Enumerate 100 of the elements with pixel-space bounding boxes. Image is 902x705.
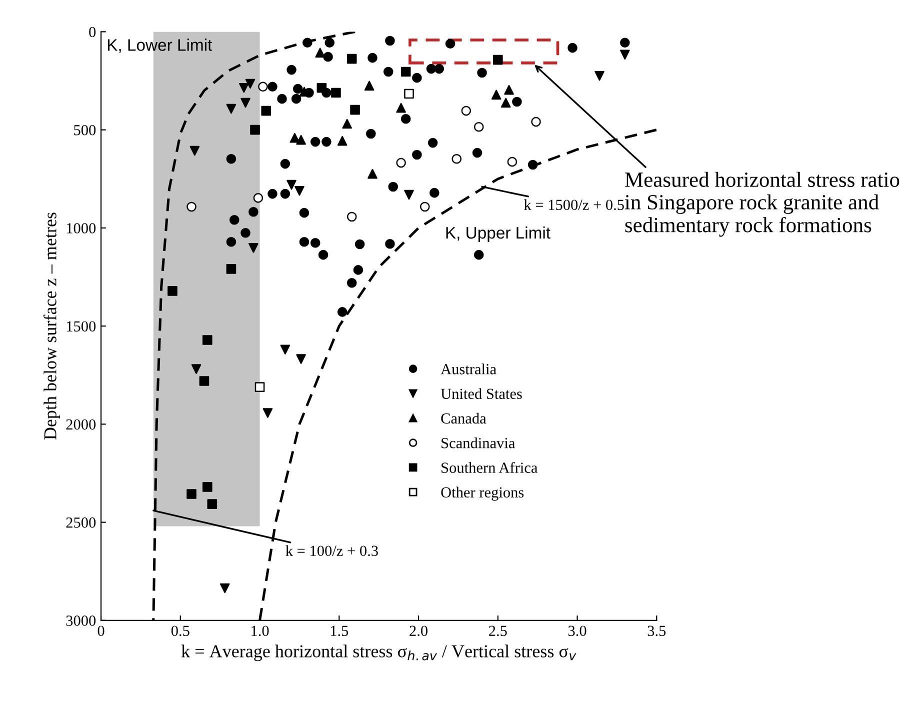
- point: [258, 82, 268, 92]
- point: [434, 64, 444, 74]
- point: [226, 104, 236, 114]
- point: [353, 265, 364, 275]
- point: [294, 186, 304, 196]
- y-tick-label: 2500: [66, 517, 96, 528]
- point: [404, 88, 414, 99]
- point: [385, 238, 395, 249]
- y-tick-label: 2000: [66, 419, 96, 430]
- point: [568, 42, 578, 53]
- point: [428, 138, 438, 148]
- x-tick-label: 2.5: [489, 626, 507, 636]
- point: [226, 154, 236, 164]
- point: [290, 132, 300, 143]
- point: [186, 489, 196, 499]
- x-tick-label: 1.0: [252, 626, 269, 636]
- point: [229, 215, 240, 225]
- y-tick-label: 3000: [66, 616, 96, 626]
- point: [248, 206, 258, 217]
- point: [168, 286, 178, 296]
- point: [253, 193, 264, 203]
- point: [202, 335, 212, 345]
- point: [322, 136, 332, 147]
- point: [388, 182, 398, 192]
- point: [286, 180, 296, 190]
- x-tick-label: 1.5: [330, 626, 348, 636]
- x-tick-label: 3.5: [648, 626, 666, 636]
- point: [299, 208, 310, 218]
- point: [364, 80, 374, 91]
- point: [262, 408, 273, 418]
- point: [238, 82, 249, 93]
- point: [404, 190, 414, 200]
- y-axis-title: Depth below surface z – metres: [43, 212, 60, 440]
- point: [400, 114, 411, 124]
- point: [318, 250, 328, 260]
- point: [472, 148, 482, 158]
- annotation: k = 100/z + 0.3: [286, 545, 378, 556]
- point: [254, 382, 265, 392]
- point: [366, 128, 376, 139]
- point: [350, 104, 360, 115]
- point: [280, 344, 290, 355]
- annotation: K, Lower Limit: [108, 38, 212, 53]
- point: [280, 188, 290, 199]
- y-tick-label: 1500: [66, 321, 96, 332]
- point: [528, 160, 538, 170]
- point: [199, 376, 210, 386]
- legend-label: Australia: [440, 364, 496, 374]
- point: [337, 136, 348, 146]
- point: [240, 228, 250, 238]
- point: [277, 94, 287, 104]
- point: [452, 154, 462, 164]
- annotation: K, Upper Limit: [446, 226, 550, 242]
- point: [202, 482, 212, 492]
- point: [594, 70, 604, 81]
- y-tick-label: 500: [74, 124, 96, 136]
- point: [368, 52, 378, 63]
- point: [354, 239, 365, 250]
- x-tick-label: 0.5: [171, 626, 190, 636]
- point: [346, 278, 357, 288]
- point: [291, 94, 302, 104]
- point: [477, 68, 487, 78]
- point: [412, 72, 422, 83]
- legend-label: Southern Africa: [442, 462, 538, 473]
- point: [310, 238, 320, 248]
- point: [346, 212, 357, 222]
- point: [220, 583, 230, 594]
- point: [292, 84, 303, 94]
- point: [507, 156, 518, 167]
- point: [286, 64, 296, 75]
- point: [504, 84, 514, 95]
- point: [226, 264, 236, 274]
- point: [302, 38, 312, 48]
- point: [226, 236, 236, 247]
- point: [323, 52, 333, 62]
- point: [316, 82, 327, 93]
- point: [429, 188, 440, 198]
- point: [261, 106, 272, 116]
- point: [385, 36, 395, 46]
- y-tick-label: 0: [89, 26, 96, 38]
- point: [280, 158, 290, 169]
- point: [240, 98, 250, 108]
- point: [512, 96, 522, 107]
- legend-label: United States: [440, 388, 522, 399]
- point: [400, 66, 411, 77]
- x-tick-label: 0: [98, 626, 104, 636]
- legend-label: Scandinavia: [442, 438, 516, 448]
- point: [324, 38, 335, 48]
- point: [493, 54, 503, 65]
- point: [461, 106, 472, 116]
- point: [296, 354, 306, 364]
- legend-label: Other regions: [441, 486, 524, 501]
- point: [337, 307, 348, 317]
- point: [500, 98, 511, 108]
- point: [268, 82, 278, 92]
- x-tick-label: 3.0: [568, 626, 586, 636]
- point: [245, 78, 256, 89]
- point: [207, 499, 218, 509]
- point: [331, 88, 341, 98]
- point: [186, 202, 196, 212]
- point: [412, 150, 422, 160]
